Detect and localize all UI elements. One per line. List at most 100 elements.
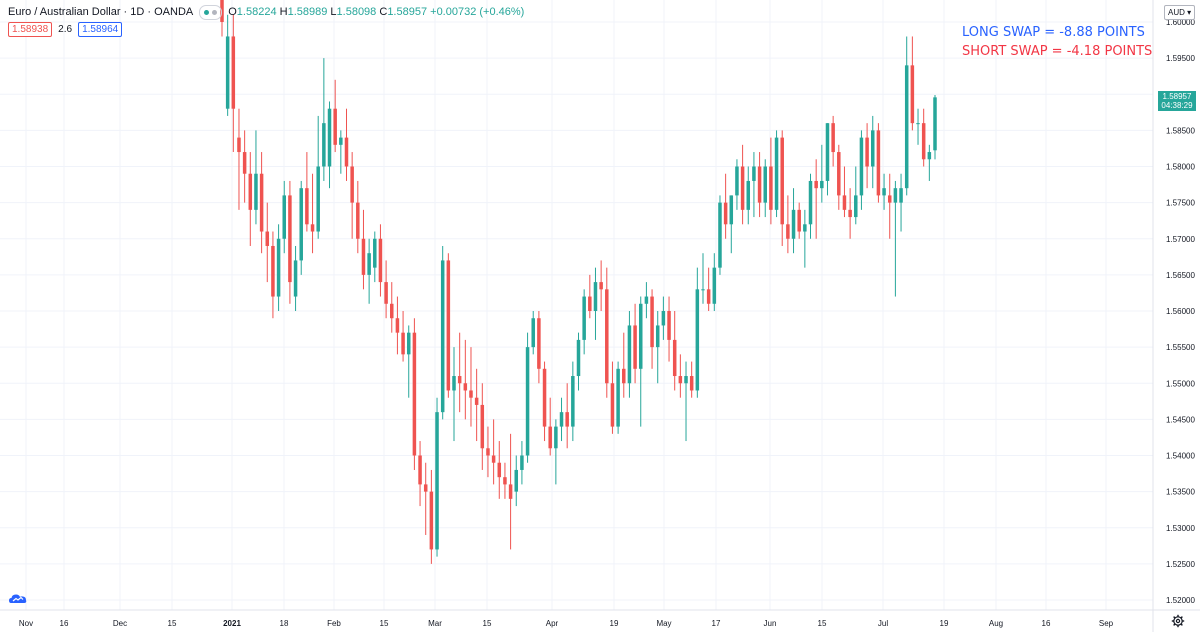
candle-body — [310, 224, 315, 232]
price-tick-label: 1.60000 — [1166, 18, 1195, 27]
candle — [752, 152, 756, 218]
eye-icon[interactable] — [199, 4, 223, 20]
candle-body — [288, 195, 292, 283]
candle-body — [491, 455, 496, 463]
candle — [921, 108, 926, 167]
time-tick-label: 18 — [280, 619, 289, 628]
candle-body — [627, 325, 632, 384]
candle-body — [605, 289, 609, 384]
candle-body — [293, 260, 298, 297]
candle-body — [650, 296, 654, 348]
candle — [548, 397, 552, 456]
candle — [723, 173, 728, 239]
candle-body — [803, 224, 807, 232]
price-tick-label: 1.58000 — [1166, 163, 1195, 172]
candle — [480, 383, 485, 470]
candle — [616, 361, 620, 434]
currency-selector[interactable]: AUD ▾ — [1164, 5, 1196, 20]
candle-body — [344, 137, 349, 167]
price-tick-label: 1.58500 — [1166, 126, 1195, 135]
candle — [933, 95, 937, 160]
candle-body — [904, 65, 909, 189]
candle-body — [678, 376, 683, 384]
candle-body — [265, 231, 270, 246]
buy-price-button[interactable]: 1.58964 — [78, 22, 123, 37]
candle — [638, 296, 643, 427]
candle-body — [457, 376, 462, 384]
candle — [474, 368, 479, 442]
candle — [706, 267, 711, 311]
settings-gear-icon[interactable] — [1171, 614, 1185, 628]
candle — [554, 419, 558, 485]
candle-body — [644, 296, 649, 304]
candle-body — [373, 238, 377, 268]
candle-body — [791, 209, 796, 239]
candle — [242, 130, 247, 203]
time-tick-label: Apr — [546, 619, 559, 628]
candle-body — [825, 123, 830, 181]
candle — [655, 311, 660, 384]
time-tick-label: Sep — [1099, 619, 1114, 628]
candle-body — [542, 368, 547, 427]
candle-body — [548, 426, 552, 449]
candle — [870, 115, 875, 189]
candle — [390, 282, 394, 333]
candle — [288, 180, 292, 304]
candle-body — [780, 137, 784, 225]
candle — [339, 130, 343, 174]
candle-body — [655, 325, 660, 348]
candle-body — [910, 65, 915, 124]
candle-body — [723, 202, 728, 225]
candle — [882, 173, 886, 210]
candle — [542, 361, 547, 442]
candle-body — [305, 188, 309, 225]
candle — [842, 166, 847, 218]
candle-body — [503, 477, 507, 485]
candle — [231, 14, 236, 153]
candle-body — [254, 173, 258, 210]
candle — [406, 325, 411, 398]
candle-body — [384, 282, 388, 304]
price-tick-label: 1.53500 — [1166, 488, 1195, 497]
price-tick-label: 1.56500 — [1166, 271, 1195, 280]
candle — [469, 347, 473, 427]
time-tick-label: 19 — [610, 619, 619, 628]
candle — [910, 36, 915, 131]
candle — [718, 195, 722, 275]
price-tick-label: 1.57000 — [1166, 235, 1195, 244]
candle-body — [695, 289, 700, 391]
tradingview-logo-icon[interactable] — [8, 592, 28, 606]
candle-body — [333, 108, 337, 145]
candle-body — [786, 224, 790, 239]
candle-body — [571, 376, 575, 427]
spread-value: 2.6 — [58, 24, 73, 35]
candle — [837, 144, 841, 210]
candle — [876, 123, 881, 203]
sell-price-button[interactable]: 1.58938 — [8, 22, 53, 37]
candle-body — [933, 97, 937, 151]
candle — [661, 296, 666, 340]
symbol-title[interactable]: Euro / Australian Dollar · 1D · OANDA — [8, 6, 194, 18]
candle — [695, 267, 700, 398]
price-tick-label: 1.55000 — [1166, 379, 1195, 388]
time-tick-label: 15 — [380, 619, 389, 628]
candle — [899, 173, 903, 232]
candle — [305, 152, 309, 232]
candle — [825, 123, 830, 196]
candle-body — [356, 202, 360, 239]
time-tick-label: Jul — [878, 619, 888, 628]
candle-body — [559, 412, 564, 427]
symbol-legend[interactable]: Euro / Australian Dollar · 1D · OANDA O1… — [8, 4, 524, 20]
candle-body — [757, 166, 762, 203]
bid-ask-row: 1.58938 2.6 1.58964 — [8, 22, 123, 37]
countdown-value: 04:38:29 — [1161, 101, 1193, 111]
candle — [712, 253, 717, 311]
candle — [791, 188, 796, 254]
candles — [220, 0, 937, 564]
price-tick-label: 1.54000 — [1166, 452, 1195, 461]
candle — [322, 58, 326, 181]
candle — [293, 245, 298, 311]
candle — [423, 462, 428, 535]
candle-body — [423, 484, 428, 492]
